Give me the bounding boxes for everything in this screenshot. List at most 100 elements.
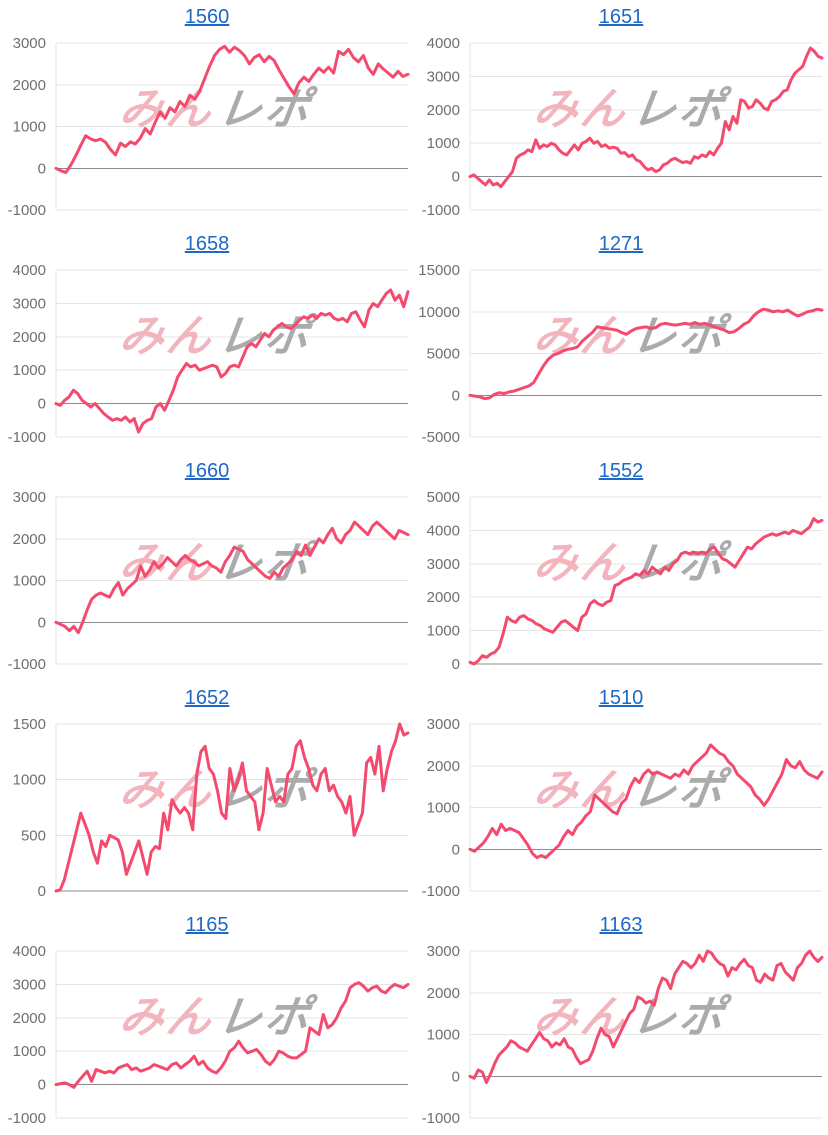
svg-text:-1000: -1000 [422, 202, 460, 219]
chart-line-layer [468, 949, 824, 1084]
svg-text:3000: 3000 [427, 556, 460, 573]
chart-title-link[interactable]: 1510 [598, 687, 644, 709]
svg-text:3000: 3000 [427, 716, 460, 733]
chart-card: 1552 5000 4000 3000 2000 1000 0 みんレポ [414, 454, 828, 681]
svg-text:4000: 4000 [13, 943, 46, 960]
chart-title: 1660 [0, 460, 414, 483]
chart-grid-layer: 4000 3000 2000 1000 0 -1000 [8, 943, 408, 1127]
chart-line-layer [468, 743, 824, 860]
svg-text:0: 0 [38, 614, 46, 631]
svg-text:0: 0 [452, 841, 460, 858]
svg-text:0: 0 [38, 883, 46, 900]
chart-line-layer [54, 722, 410, 893]
chart-grid-layer: 4000 3000 2000 1000 0 -1000 [8, 262, 408, 446]
svg-text:4000: 4000 [427, 522, 460, 539]
chart-title-link[interactable]: 1165 [185, 914, 229, 936]
chart-title: 1271 [414, 233, 828, 256]
chart-card: 1652 1500 1000 500 0 みんレポ [0, 681, 414, 908]
chart-title: 1165 [0, 914, 414, 937]
chart-title-link[interactable]: 1552 [598, 460, 644, 482]
svg-text:0: 0 [452, 656, 460, 673]
svg-text:4000: 4000 [427, 35, 460, 52]
svg-text:1000: 1000 [13, 772, 46, 789]
chart-line-layer [54, 520, 410, 635]
svg-text:0: 0 [38, 396, 46, 413]
chart-grid-layer: 3000 2000 1000 0 -1000 [8, 35, 408, 219]
chart-line-layer [54, 288, 410, 434]
chart-line-layer [54, 44, 410, 174]
svg-text:1000: 1000 [13, 119, 46, 136]
chart-grid-layer: 3000 2000 1000 0 -1000 [8, 489, 408, 673]
chart-card: 1658 4000 3000 2000 1000 0 -1000 みんレポ [0, 227, 414, 454]
svg-text:15000: 15000 [418, 262, 460, 279]
svg-text:0: 0 [38, 160, 46, 177]
svg-text:10000: 10000 [418, 304, 460, 321]
svg-text:1000: 1000 [427, 1027, 460, 1044]
svg-text:3000: 3000 [13, 489, 46, 506]
chart-title-link[interactable]: 1658 [184, 233, 230, 255]
chart-card: 1560 3000 2000 1000 0 -1000 みんレポ [0, 0, 414, 227]
svg-text:5000: 5000 [427, 346, 460, 363]
svg-text:500: 500 [21, 827, 46, 844]
svg-text:1000: 1000 [427, 623, 460, 640]
svg-text:2000: 2000 [13, 329, 46, 346]
chart-title-link[interactable]: 1163 [599, 914, 643, 936]
svg-text:2000: 2000 [13, 77, 46, 94]
svg-text:-1000: -1000 [8, 1110, 46, 1127]
svg-text:-1000: -1000 [422, 883, 460, 900]
chart-title: 1510 [414, 687, 828, 710]
svg-text:-1000: -1000 [8, 202, 46, 219]
svg-text:2000: 2000 [427, 985, 460, 1002]
svg-text:3000: 3000 [13, 295, 46, 312]
svg-text:2000: 2000 [427, 102, 460, 119]
chart-grid-layer: 15000 10000 5000 0 -5000 [418, 262, 822, 446]
chart-card: 1510 3000 2000 1000 0 -1000 みんレポ [414, 681, 828, 908]
svg-text:0: 0 [452, 1068, 460, 1085]
chart-card: 1651 4000 3000 2000 1000 0 -1000 みんレポ [414, 0, 828, 227]
svg-text:0: 0 [452, 169, 460, 186]
svg-text:1000: 1000 [13, 362, 46, 379]
chart-title-link[interactable]: 1660 [184, 460, 230, 482]
svg-text:0: 0 [452, 387, 460, 404]
chart-title-link[interactable]: 1271 [598, 233, 644, 255]
svg-text:2000: 2000 [427, 589, 460, 606]
svg-text:-5000: -5000 [422, 429, 460, 446]
svg-text:-1000: -1000 [8, 429, 46, 446]
svg-text:1500: 1500 [13, 716, 46, 733]
chart-line-layer [468, 46, 824, 189]
chart-grid-layer: 1500 1000 500 0 [13, 716, 408, 900]
svg-text:-1000: -1000 [8, 656, 46, 673]
svg-text:1000: 1000 [427, 800, 460, 817]
chart-title: 1658 [0, 233, 414, 256]
chart-title: 1552 [414, 460, 828, 483]
chart-card: 1165 4000 3000 2000 1000 0 -1000 みんレポ [0, 908, 414, 1135]
chart-title: 1651 [414, 6, 828, 29]
svg-text:3000: 3000 [427, 943, 460, 960]
chart-grid-layer: 3000 2000 1000 0 -1000 [422, 943, 822, 1127]
svg-text:1000: 1000 [427, 135, 460, 152]
svg-text:3000: 3000 [13, 976, 46, 993]
chart-card: 1660 3000 2000 1000 0 -1000 みんレポ [0, 454, 414, 681]
chart-title: 1163 [414, 914, 828, 937]
svg-text:2000: 2000 [427, 758, 460, 775]
svg-text:4000: 4000 [13, 262, 46, 279]
chart-title-link[interactable]: 1651 [598, 6, 644, 28]
svg-text:2000: 2000 [13, 531, 46, 548]
chart-title: 1560 [0, 6, 414, 29]
svg-text:1000: 1000 [13, 573, 46, 590]
chart-card: 1271 15000 10000 5000 0 -5000 みんレポ [414, 227, 828, 454]
svg-text:3000: 3000 [427, 68, 460, 85]
svg-text:5000: 5000 [427, 489, 460, 506]
chart-grid-layer: 5000 4000 3000 2000 1000 0 [427, 489, 822, 673]
svg-text:1000: 1000 [13, 1043, 46, 1060]
chart-line-layer [54, 981, 410, 1089]
chart-title: 1652 [0, 687, 414, 710]
chart-line-layer [468, 517, 824, 666]
svg-text:3000: 3000 [13, 35, 46, 52]
svg-text:0: 0 [38, 1077, 46, 1094]
chart-title-link[interactable]: 1652 [184, 687, 230, 709]
svg-text:-1000: -1000 [422, 1110, 460, 1127]
svg-text:2000: 2000 [13, 1010, 46, 1027]
chart-title-link[interactable]: 1560 [184, 6, 230, 28]
